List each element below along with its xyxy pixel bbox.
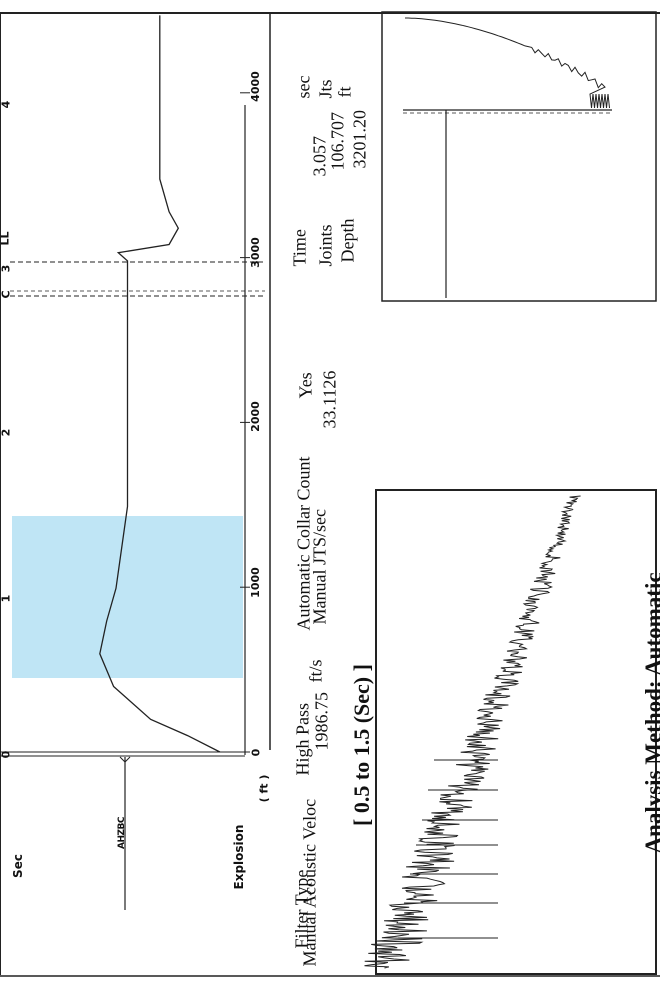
time-tick-2: 2 <box>0 428 13 437</box>
depth-label: Depth <box>337 218 358 263</box>
depth-tick-2000: 2000 <box>248 401 262 432</box>
liquid-level-marker-label: LL <box>0 231 12 246</box>
zoom-panel-frame <box>375 489 657 975</box>
time-tick-1: 1 <box>0 594 13 603</box>
top-border <box>0 12 660 14</box>
zoom-collar-spikes <box>398 759 498 939</box>
collar-count-value: Yes <box>295 372 316 399</box>
depth-tick-1000: 1000 <box>248 567 262 598</box>
depth-unit: ft <box>334 86 355 98</box>
depth-tick-0: 0 <box>249 748 263 757</box>
time-unit: sec <box>293 75 314 99</box>
time-axis-labels: 0 1 2 3 4 C LL <box>0 0 30 984</box>
time-tick-0: 0 <box>0 750 13 759</box>
detail-panel-frame <box>381 11 657 302</box>
depth-value: 3201.20 <box>349 110 370 169</box>
filter-type-value: High Pass <box>292 702 313 776</box>
joints-value: 106.707 <box>327 112 348 171</box>
depth-tick-3000: 3000 <box>248 237 262 268</box>
zoom-acoustic-trace <box>364 495 581 969</box>
detail-acoustic-trace <box>405 17 610 109</box>
explosion-marker-tick <box>119 756 131 763</box>
zoom-title: [ 0.5 to 1.5 (Sec) ] <box>349 664 374 826</box>
velocity-unit: ft/s <box>305 659 326 683</box>
analysis-method: Analysis Method: Automatic <box>641 572 660 854</box>
time-tick-3: 3 <box>0 264 13 273</box>
highlight-band <box>12 516 243 678</box>
time-tick-4: 4 <box>0 100 13 109</box>
depth-axis-ticks <box>240 92 250 753</box>
main-acoustic-trace <box>99 15 221 753</box>
depth-tick-4000: 4000 <box>248 71 262 102</box>
time-label: Time <box>289 229 310 267</box>
velocity-value: 1986.75 <box>311 692 332 751</box>
joints-unit: Jts <box>315 79 336 99</box>
jts-value: 33.1126 <box>319 370 340 429</box>
joints-label: Joints <box>315 224 336 267</box>
jts-label: Manual JTS/sec <box>309 509 330 625</box>
collar-marker-label: C <box>0 290 13 299</box>
